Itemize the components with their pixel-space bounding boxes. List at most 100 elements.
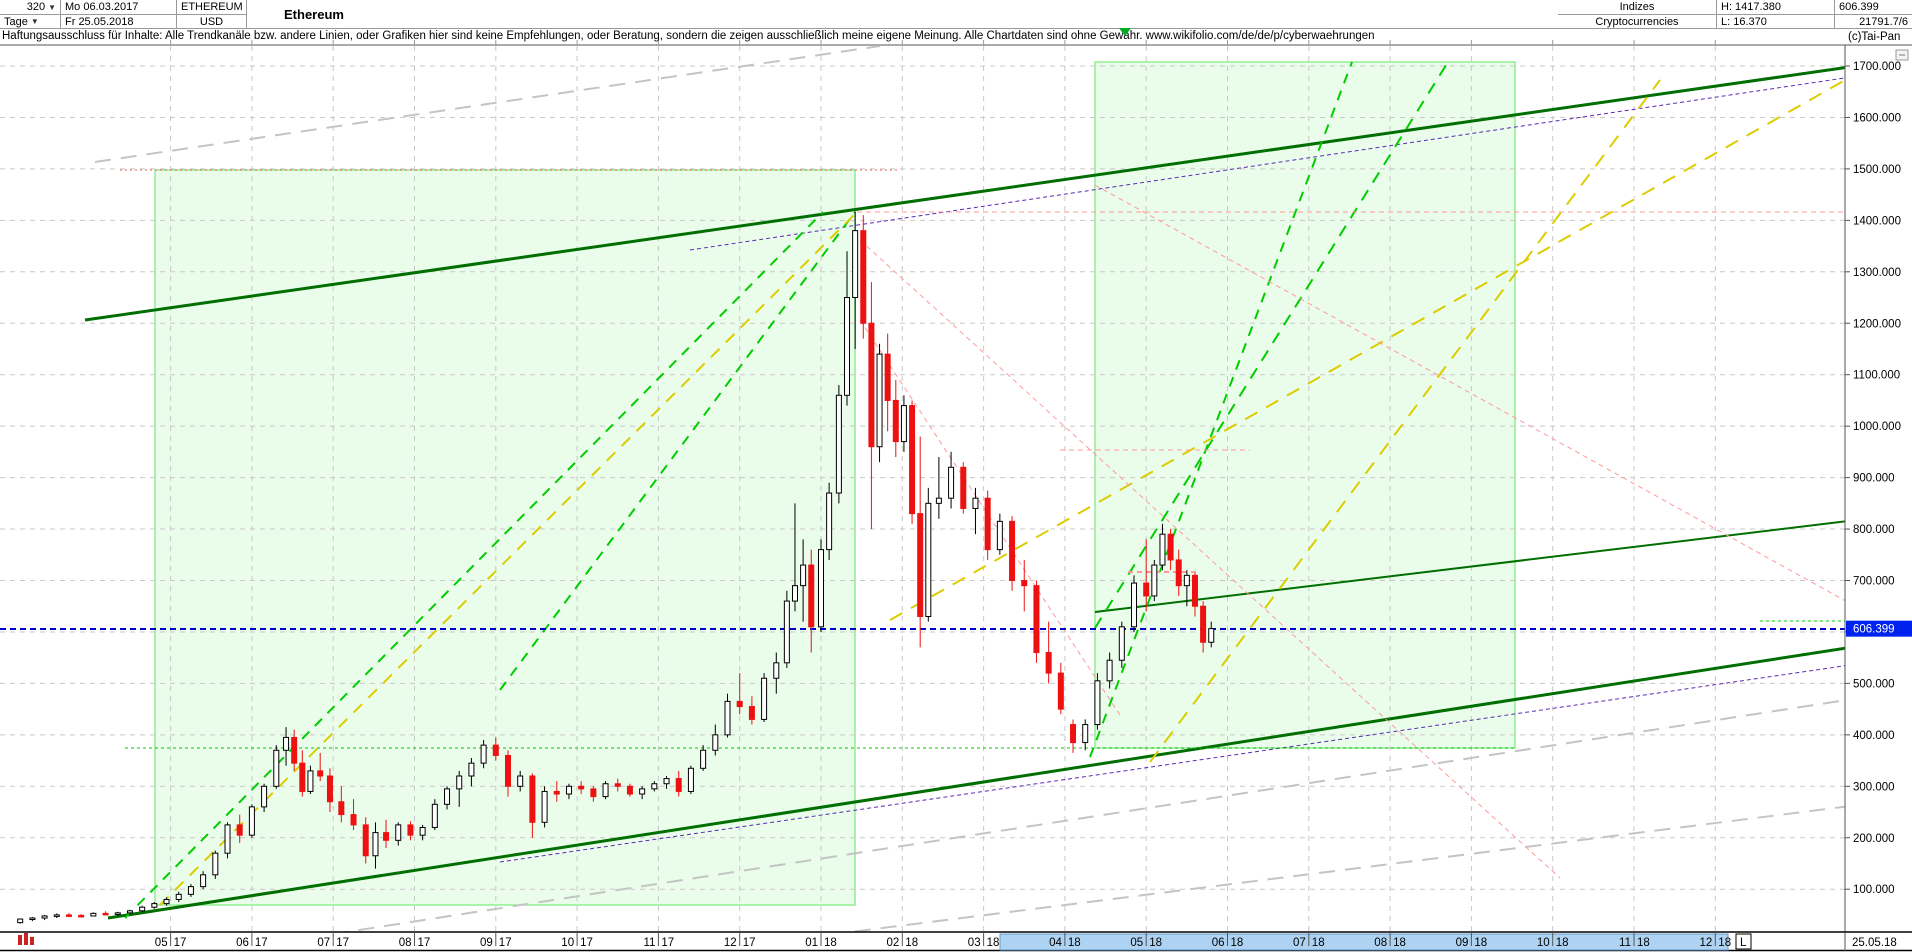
group-indizes[interactable]: Indizes [1558,0,1717,15]
candle [299,750,306,797]
candle [291,729,298,771]
candle [53,913,60,919]
last-marker-box[interactable] [1735,933,1752,950]
period-unit-dropdown[interactable]: Tage ▼ [0,15,61,29]
candle [1021,559,1028,612]
candle [724,693,731,738]
date-tick-label: 18 [1231,937,1244,949]
currency-label: USD [177,15,247,29]
candle-body [1057,672,1064,710]
candle [783,590,790,668]
candle [17,918,24,924]
candle-body [1183,574,1190,587]
candle [1183,570,1190,607]
candle-body [1159,533,1166,566]
candle [1045,621,1052,684]
candle-body [114,912,121,915]
date-tick-label: 17 [174,937,187,949]
candle-body [1045,652,1052,674]
price-tick-label: 1300.000 [1853,267,1901,279]
candle-body [826,492,833,551]
candle-body [1070,724,1077,744]
candle [712,724,719,756]
candle-body [687,767,694,792]
candle [663,776,670,789]
candle-body [1175,559,1182,587]
candle-body [1208,628,1215,643]
date-tick-label: 18 [1474,937,1487,949]
candle [800,539,807,622]
candle [41,914,48,921]
candle-body [602,783,609,798]
date-to-field[interactable]: Fr 25.05.2018 [61,15,177,29]
candle-body [372,832,379,857]
candle-body [892,399,899,443]
last-date-label: 25.05.18 [1852,937,1897,949]
lower-channel-green [107,646,1845,920]
candle-body [553,790,560,795]
candle-body [17,918,24,924]
date-tick-label: 18 [1718,937,1731,949]
candle [444,786,451,810]
candle-body [78,914,85,918]
candle [283,727,290,766]
price-tick-label: 1000.000 [1853,421,1901,433]
candle-body [261,785,268,808]
candle [480,739,487,769]
candle-body [996,520,1003,551]
date-tick-label: 18 [1068,937,1081,949]
candle [876,343,883,463]
date-tick-label: 17 [580,937,593,949]
candle-body [187,886,194,895]
pink-fan-2 [859,239,1561,879]
date-tick-label: 08 [399,937,412,949]
date-tick-label: 17 [499,937,512,949]
candle-body [102,912,109,916]
candle [492,737,499,761]
candle [1106,652,1113,689]
price-tick-label: 900.000 [1853,473,1895,485]
date-from-field[interactable]: Mo 06.03.2017 [61,0,177,15]
candle [818,539,824,632]
date-tick-label: 03 [968,937,981,949]
plot-area[interactable] [0,46,1898,951]
candle [541,786,548,828]
candle-body [362,824,369,857]
candle [773,652,780,694]
candle [900,395,907,452]
candle-body [1118,626,1125,661]
period-unit: Tage [4,15,28,28]
date-tick-label: 17 [255,937,268,949]
candle [1151,559,1158,602]
candle [736,673,743,715]
candle [1200,601,1207,653]
candle-body [748,706,755,720]
collapse-panel-icon[interactable] [1895,49,1909,61]
candle-body [578,785,585,790]
candle [1208,621,1215,648]
candle-body [383,832,390,841]
candle [972,487,979,535]
candle [565,783,572,800]
candle [317,752,324,782]
candle [639,786,646,800]
date-range-scrollbar[interactable] [999,933,1729,951]
candle [517,770,524,792]
candle-body [675,778,682,792]
candle [1057,662,1064,715]
candle [1159,523,1166,571]
candle-body [273,749,280,787]
candle-body [700,749,707,769]
candle [126,909,133,915]
candle-body [1131,582,1138,628]
candle-body [1106,659,1113,682]
date-tick-label: 18 [1149,937,1162,949]
candle [675,770,682,797]
candle-body [909,405,916,515]
group-cryptocurrencies[interactable]: Cryptocurrencies [1558,15,1717,29]
candle-body [504,754,511,787]
candle-body [960,466,967,509]
period-value-dropdown[interactable]: 320 ▼ [0,0,61,15]
date-tick-label: 07 [317,937,330,949]
